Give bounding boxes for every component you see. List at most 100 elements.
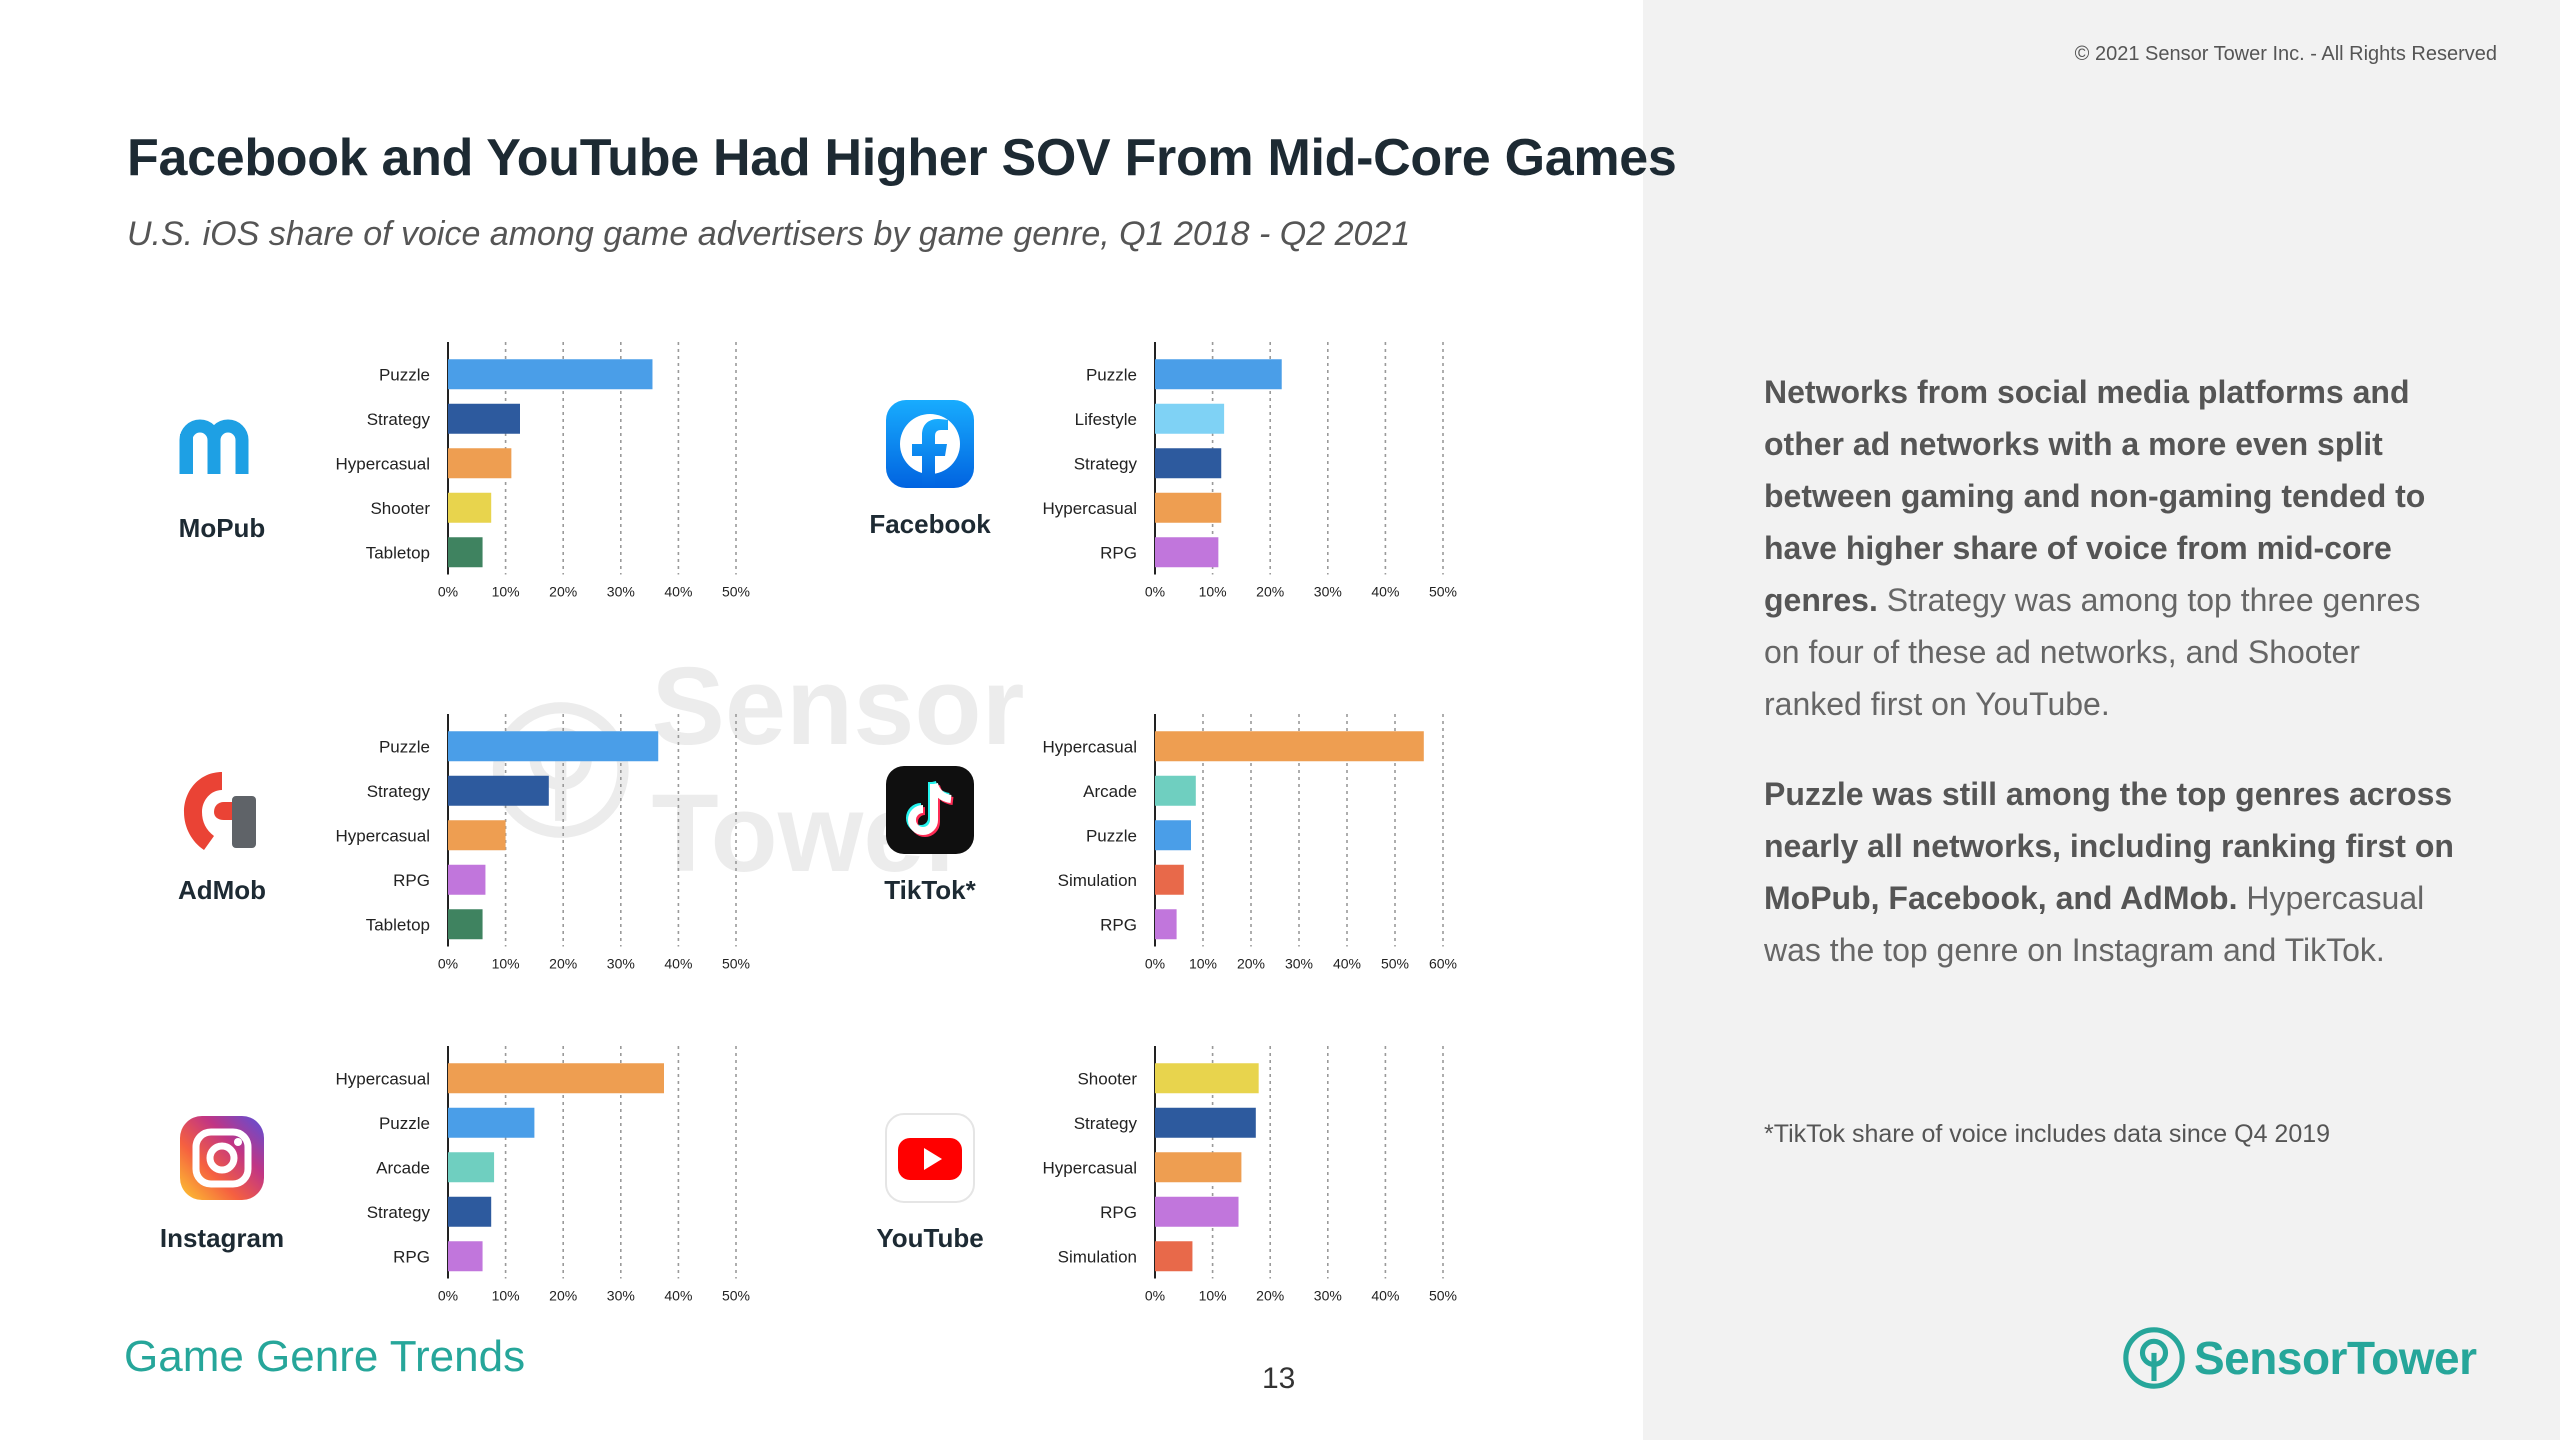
chart-svg: Hypercasual Puzzle Arcade Strategy RPG 0% 10% 2…: [336, 1046, 750, 1304]
youtube-icon: [885, 1113, 975, 1203]
bar-strategy: [448, 1196, 492, 1227]
tick-label: 50%: [722, 1288, 750, 1304]
category-label: Hypercasual: [1043, 737, 1138, 756]
facebook-label: Facebook: [869, 509, 991, 539]
category-label: Hypercasual: [336, 454, 431, 473]
category-label: Strategy: [367, 782, 431, 801]
chart-svg: Shooter Strategy Hypercasual RPG Simulation 0…: [1043, 1046, 1457, 1304]
bar-simulation: [1155, 864, 1184, 895]
bar-hypercasual: [448, 820, 506, 851]
tick-label: 30%: [607, 956, 635, 972]
bar-rpg: [1155, 537, 1219, 568]
bar-strategy: [448, 403, 520, 434]
bar-puzzle: [1155, 820, 1191, 851]
bar-rpg: [448, 1241, 483, 1272]
copyright: © 2021 Sensor Tower Inc. - All Rights Re…: [2074, 43, 2497, 65]
bar-hypercasual: [1155, 1152, 1242, 1183]
mopub-label: MoPub: [178, 513, 266, 543]
tick-label: 40%: [1371, 1288, 1399, 1304]
page-title: Facebook and YouTube Had Higher SOV From…: [127, 129, 1677, 187]
category-label: Puzzle: [1086, 365, 1137, 384]
category-label: RPG: [1100, 543, 1137, 562]
sensortower-logo: SensorTower: [2122, 1326, 2477, 1390]
chart-svg: Puzzle Strategy Hypercasual Shooter Tabletop…: [336, 342, 750, 600]
tiktok-label: TikTok*: [884, 875, 976, 905]
bar-hypercasual: [448, 448, 512, 479]
bar-puzzle: [1155, 359, 1282, 390]
tick-label: 40%: [664, 956, 692, 972]
tick-label: 20%: [549, 956, 577, 972]
category-label: RPG: [393, 871, 430, 890]
bar-tabletop: [448, 537, 483, 568]
category-label: Hypercasual: [1043, 1158, 1138, 1177]
page-subtitle: U.S. iOS share of voice among game adver…: [127, 215, 1411, 253]
instagram-label: Instagram: [159, 1223, 285, 1253]
facebook-brand: Facebook: [830, 396, 1030, 540]
tick-label: 40%: [664, 1288, 692, 1304]
category-label: Strategy: [367, 1203, 431, 1222]
tick-label: 30%: [1314, 1288, 1342, 1304]
bar-simulation: [1155, 1241, 1193, 1272]
category-label: Shooter: [370, 499, 430, 518]
bar-rpg: [1155, 909, 1177, 940]
category-label: RPG: [1100, 915, 1137, 934]
category-label: Puzzle: [1086, 826, 1137, 845]
bar-strategy: [448, 775, 549, 806]
commentary-1-bold: Networks from social media platforms and…: [1764, 374, 2426, 618]
tick-label: 10%: [492, 1288, 520, 1304]
category-label: Strategy: [1074, 1114, 1138, 1133]
footnote: *TikTok share of voice includes data sin…: [1764, 1120, 2331, 1148]
tick-label: 0%: [1145, 1288, 1165, 1304]
bar-hypercasual: [448, 1063, 664, 1094]
chart-mopub: Puzzle Strategy Hypercasual Shooter Tabletop…: [200, 340, 760, 635]
category-label: Puzzle: [379, 1114, 430, 1133]
category-label: Shooter: [1077, 1069, 1137, 1088]
category-label: Strategy: [367, 410, 431, 429]
bar-shooter: [448, 492, 492, 523]
bar-strategy: [1155, 448, 1222, 479]
sensortower-logo-text: SensorTower: [2194, 1332, 2477, 1384]
category-label: Tabletop: [366, 543, 430, 562]
chart-svg: Puzzle Strategy Hypercasual RPG Tabletop 0% 10…: [336, 714, 750, 972]
tick-label: 0%: [438, 956, 458, 972]
commentary-panel: [1643, 0, 2560, 1440]
category-label: Simulation: [1058, 1247, 1137, 1266]
tick-label: 50%: [1381, 956, 1409, 972]
chart-tiktok: Hypercasual Arcade Puzzle Simulation RPG 0% 10…: [907, 712, 1467, 1007]
tick-label: 50%: [722, 584, 750, 600]
tick-label: 40%: [1371, 584, 1399, 600]
tick-label: 0%: [438, 1288, 458, 1304]
category-label: Tabletop: [366, 915, 430, 934]
bar-hypercasual: [1155, 492, 1222, 523]
admob-icon: [184, 772, 256, 850]
category-label: Hypercasual: [336, 1069, 431, 1088]
tick-label: 20%: [1237, 956, 1265, 972]
mopub-brand: MoPub: [122, 400, 322, 544]
tick-label: 0%: [1145, 584, 1165, 600]
section-title: Game Genre Trends: [124, 1332, 526, 1381]
tick-label: 60%: [1429, 956, 1457, 972]
tick-label: 10%: [492, 956, 520, 972]
page-number: 13: [1262, 1362, 1296, 1395]
category-label: Puzzle: [379, 365, 430, 384]
tick-label: 10%: [492, 584, 520, 600]
commentary-2-bold: Puzzle was still among the top genres ac…: [1764, 776, 2454, 916]
category-label: Lifestyle: [1075, 410, 1137, 429]
bar-arcade: [448, 1152, 495, 1183]
tick-label: 0%: [438, 584, 458, 600]
category-label: Arcade: [1083, 782, 1137, 801]
facebook-icon: [886, 400, 974, 488]
bar-shooter: [1155, 1063, 1259, 1094]
tick-label: 30%: [1285, 956, 1313, 972]
tick-label: 10%: [1189, 956, 1217, 972]
instagram-brand: Instagram: [122, 1110, 322, 1254]
bar-lifestyle: [1155, 403, 1225, 434]
bar-puzzle: [448, 359, 653, 390]
tick-label: 40%: [1333, 956, 1361, 972]
tick-label: 10%: [1199, 1288, 1227, 1304]
tick-label: 50%: [722, 956, 750, 972]
category-label: Strategy: [1074, 454, 1138, 473]
bar-rpg: [1155, 1196, 1239, 1227]
tiktok-icon: [886, 766, 974, 854]
category-label: Puzzle: [379, 737, 430, 756]
